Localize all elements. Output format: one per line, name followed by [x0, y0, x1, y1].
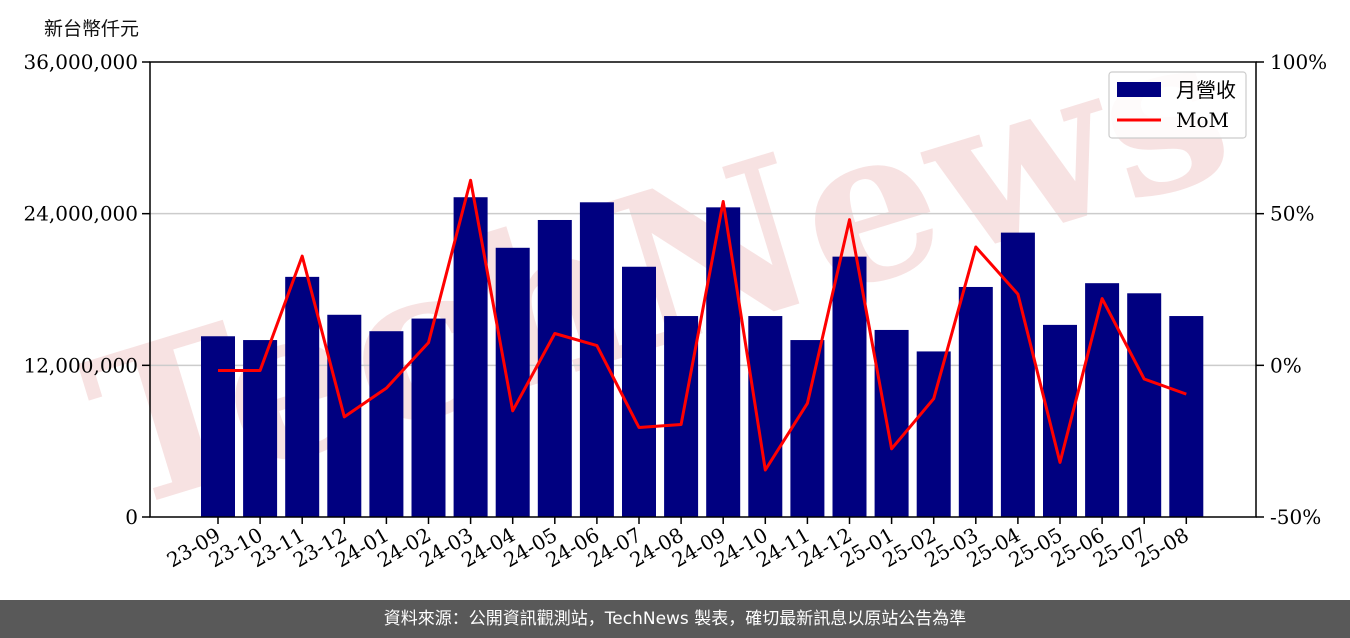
- right-tick-label: 0%: [1270, 353, 1302, 377]
- right-tick-label: -50%: [1270, 505, 1321, 529]
- bar-series: [201, 197, 1204, 517]
- legend-label-mom: MoM: [1176, 108, 1229, 132]
- left-tick-label: 24,000,000: [23, 202, 138, 226]
- bar-25-02: [916, 351, 951, 517]
- source-footer: 資料來源：公開資訊觀測站，TechNews 製表，確切最新訊息以原站公告為準: [0, 600, 1350, 638]
- bar-23-09: [201, 336, 235, 517]
- bar-24-05: [537, 219, 572, 517]
- bar-25-04: [1000, 232, 1035, 517]
- bar-24-02: [411, 318, 446, 517]
- bar-25-08: [1169, 316, 1204, 517]
- mom-line: [218, 178, 1187, 472]
- bar-24-09: [706, 207, 741, 517]
- bar-24-01: [369, 331, 404, 517]
- y-axis-unit-label: 新台幣仟元: [44, 18, 140, 40]
- revenue-chart: TechNews 012,000,00024,000,00036,000,000…: [23, 0, 1327, 572]
- left-tick-label: 36,000,000: [23, 50, 138, 74]
- bar-24-07: [622, 266, 656, 517]
- bar-24-10: [748, 316, 783, 517]
- legend-bar-swatch: [1117, 82, 1161, 97]
- plot-frame: [149, 61, 1257, 518]
- bar-23-11: [285, 276, 320, 517]
- right-tick-label: 50%: [1270, 202, 1314, 226]
- legend: 月營收 MoM: [1108, 71, 1247, 139]
- left-tick-label: 12,000,000: [23, 353, 138, 377]
- mom-line-series: [217, 178, 1187, 472]
- bar-25-03: [958, 286, 993, 517]
- right-tick-label: 100%: [1270, 50, 1327, 74]
- bar-24-04: [495, 247, 530, 517]
- bar-24-06: [579, 202, 614, 517]
- legend-label-revenue: 月營收: [1176, 78, 1236, 102]
- bar-25-01: [874, 329, 909, 517]
- left-tick-label: 0: [125, 505, 138, 529]
- bar-24-11: [790, 340, 825, 517]
- bar-25-07: [1127, 293, 1162, 517]
- bar-24-12: [832, 256, 867, 517]
